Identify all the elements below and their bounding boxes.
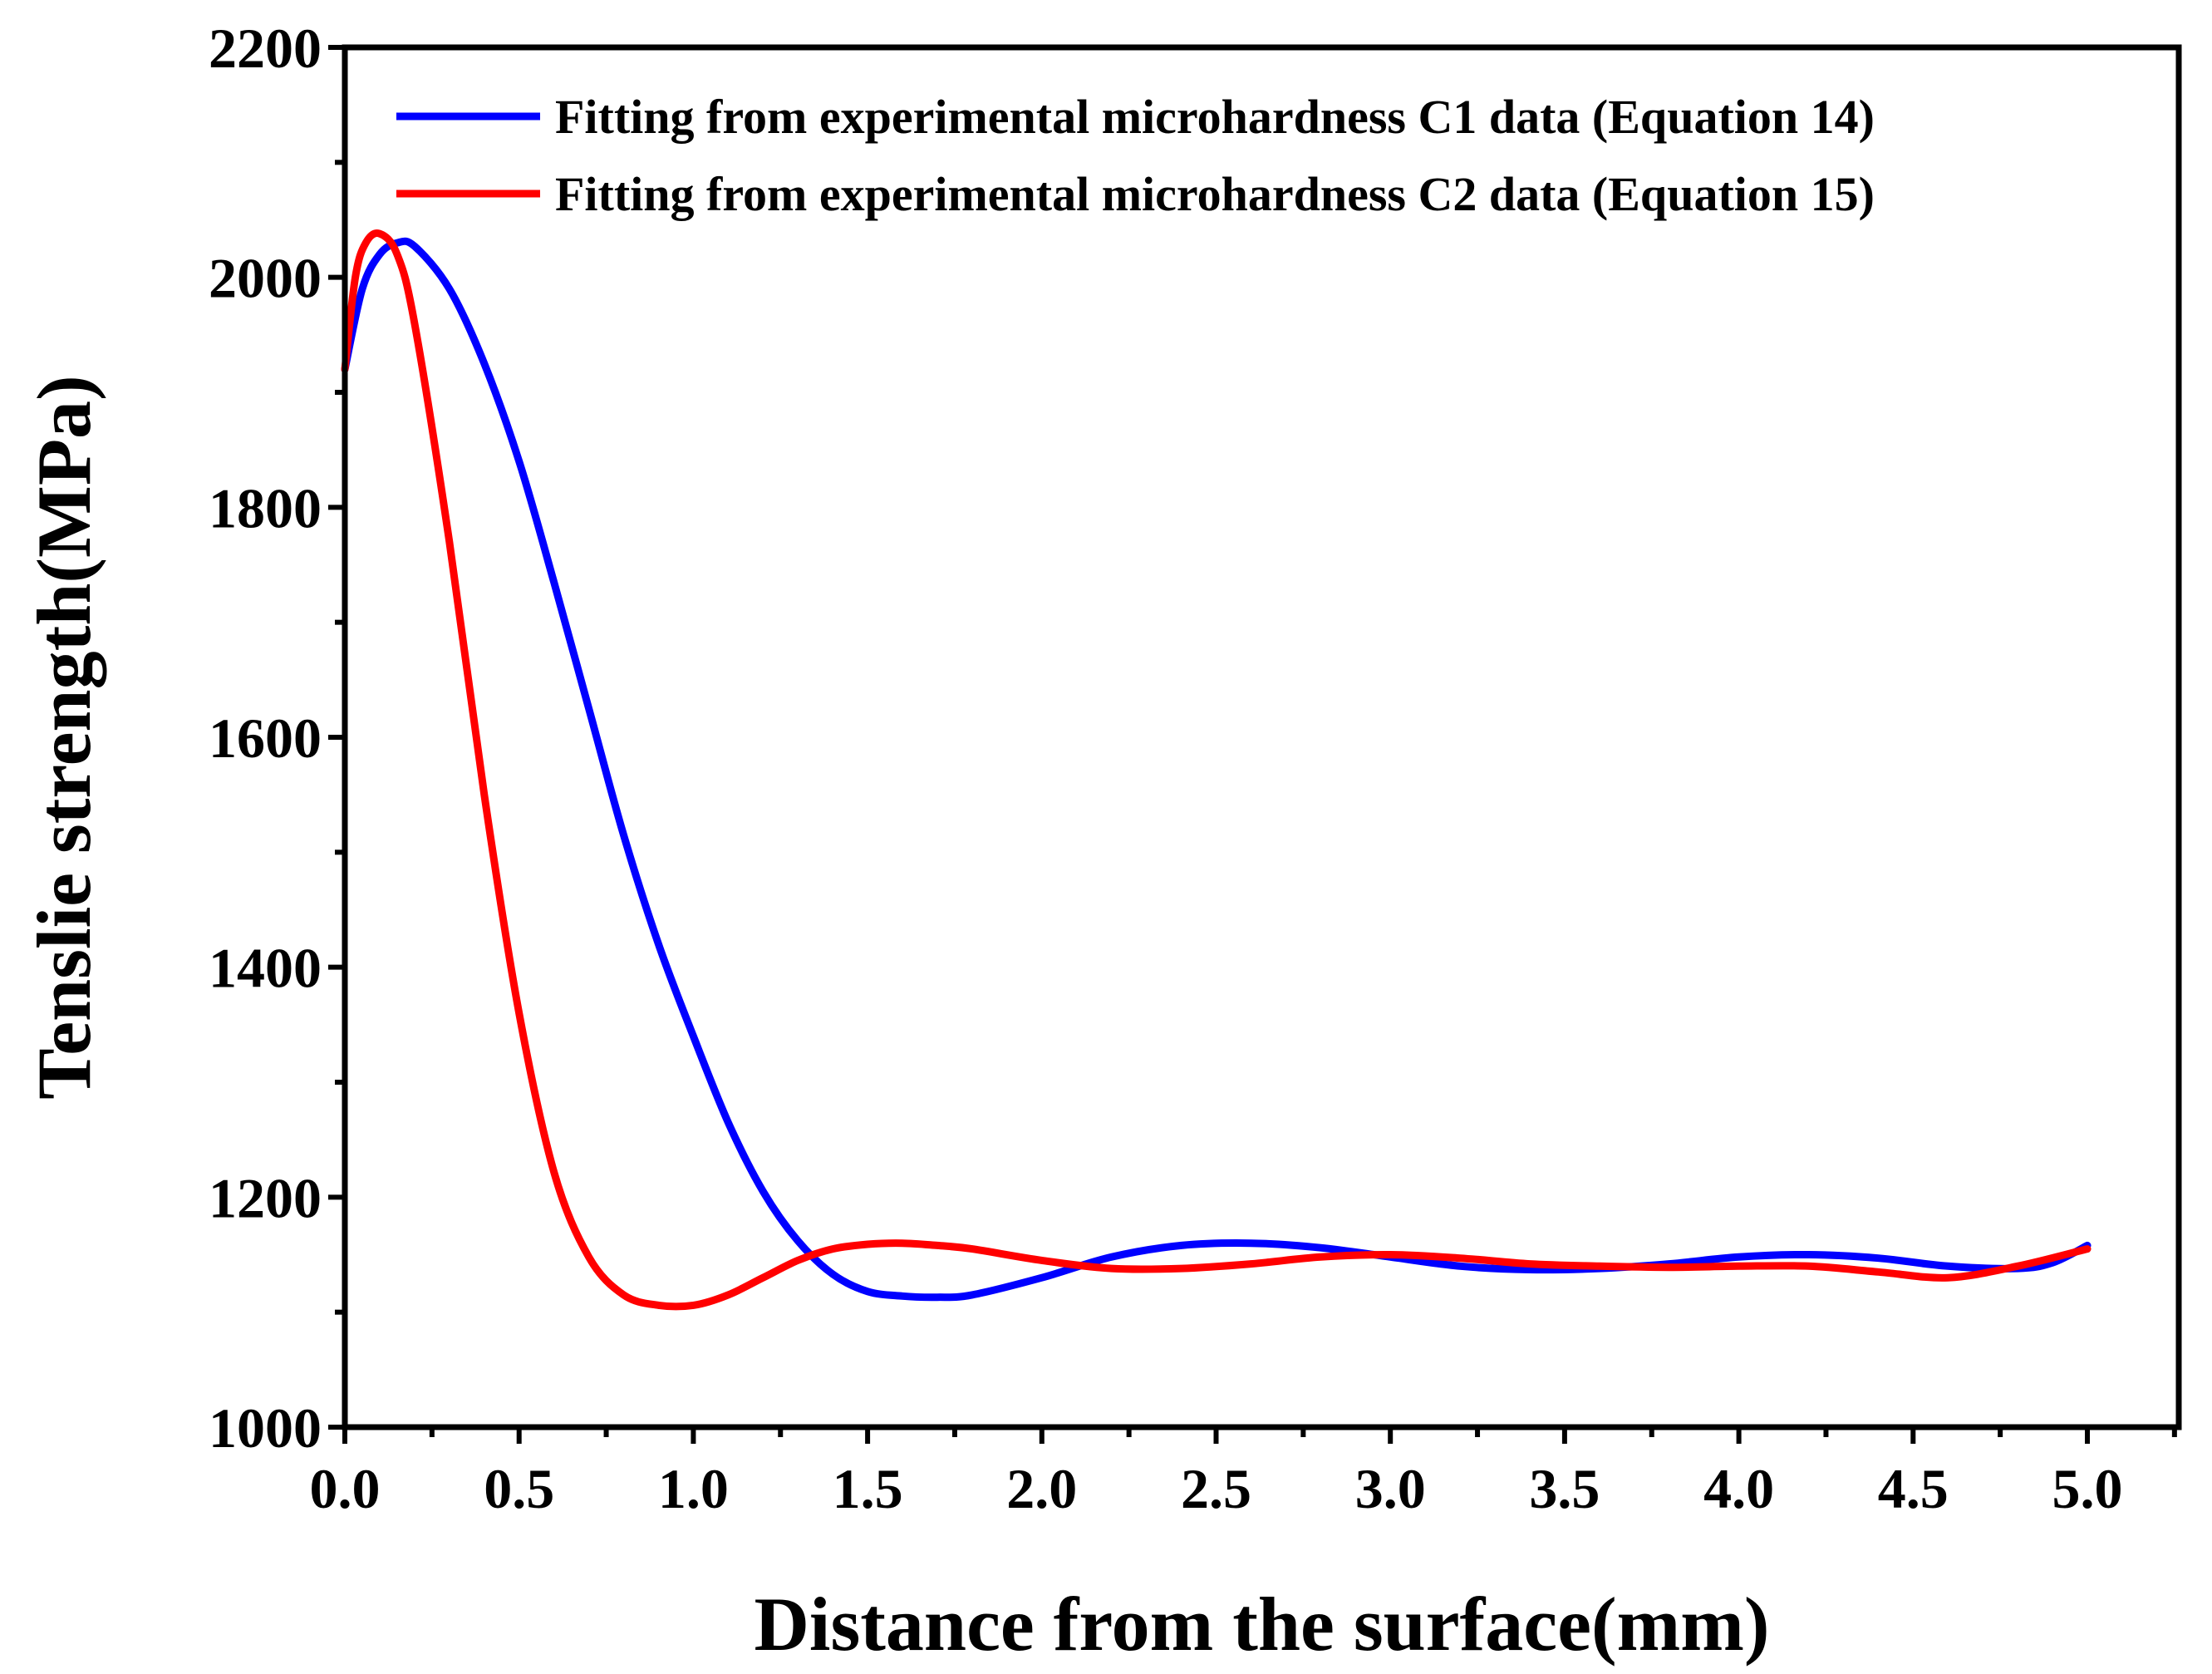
legend-label-2: Fitting from experimental microhardness … (555, 167, 1875, 221)
y-tick-label: 1800 (209, 476, 322, 539)
y-tick-label: 1400 (209, 937, 322, 1000)
y-tick-labels: 1000 1200 1400 1600 1800 2000 2200 (209, 17, 322, 1460)
x-tick-label: 3.0 (1355, 1457, 1426, 1520)
x-tick-label: 0.0 (310, 1457, 381, 1520)
y-tick-label: 1000 (209, 1396, 322, 1460)
x-tick-label: 4.5 (1878, 1457, 1949, 1520)
x-tick-label: 3.5 (1529, 1457, 1600, 1520)
series-line-2 (341, 229, 2092, 1311)
series-lines (341, 229, 2092, 1311)
y-tick-label: 2000 (209, 247, 322, 310)
series-line-1 (341, 237, 2092, 1302)
x-axis-title: Distance from the surface(mm) (754, 1582, 1769, 1667)
legend-label-1: Fitting from experimental microhardness … (555, 90, 1875, 144)
plot-frame (342, 44, 2182, 1430)
x-tick-label: 0.5 (484, 1457, 554, 1520)
x-tick-label: 2.5 (1181, 1457, 1251, 1520)
y-tick-label: 1600 (209, 707, 322, 770)
legend: Fitting from experimental microhardness … (396, 90, 1875, 221)
x-tick-label: 4.0 (1703, 1457, 1774, 1520)
x-tick-label: 5.0 (2052, 1457, 2123, 1520)
y-tick-label: 2200 (209, 17, 322, 80)
x-tick-label: 1.5 (833, 1457, 903, 1520)
y-axis-title: Tenslie strength(MPa) (22, 375, 106, 1099)
y-tick-label: 1200 (209, 1166, 322, 1229)
x-tick-label: 1.0 (658, 1457, 729, 1520)
x-tick-label: 2.0 (1006, 1457, 1077, 1520)
x-tick-labels: 0.0 0.5 1.0 1.5 2.0 2.5 3.0 3.5 4.0 4.5 5.0 (310, 1457, 2123, 1520)
